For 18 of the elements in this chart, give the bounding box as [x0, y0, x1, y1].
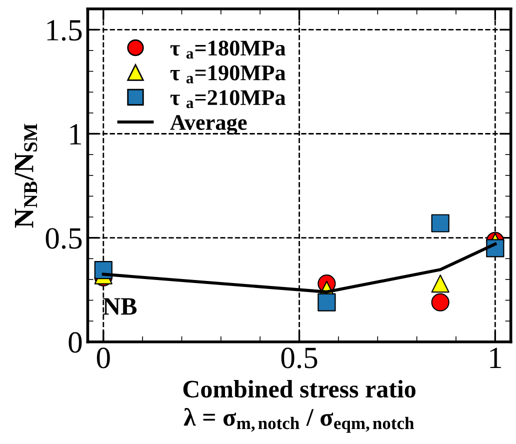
x-tick-label: 0.5	[281, 348, 318, 368]
legend-label: τ $_{a}$=190MPa	[170, 65, 286, 84]
y-tick-label: 1	[70, 124, 82, 144]
point	[431, 274, 450, 293]
legend-label: τ $_{a}$=210MPa	[170, 90, 286, 108]
x-tick-label: 0	[96, 348, 110, 368]
x-axis-title: Combined stress ratio λ = σ$_{m,notch}$ / σ$_{eqm,notch}$	[183, 380, 416, 433]
legend-label: Average	[170, 115, 247, 135]
point	[318, 293, 336, 312]
y-tick-label: 1.5	[47, 20, 82, 41]
y-tick-label: 0.5	[46, 228, 82, 249]
y-tick-label: 0	[68, 332, 82, 353]
annotation: NB	[103, 298, 137, 315]
y-axis-title: N$_{NB}$/N$_{SM}$	[14, 124, 38, 228]
point	[431, 214, 450, 232]
x-tick-label: 1	[490, 348, 501, 368]
point	[431, 293, 450, 312]
legend-label: τ $_{a}$=180MPa	[170, 40, 286, 59]
